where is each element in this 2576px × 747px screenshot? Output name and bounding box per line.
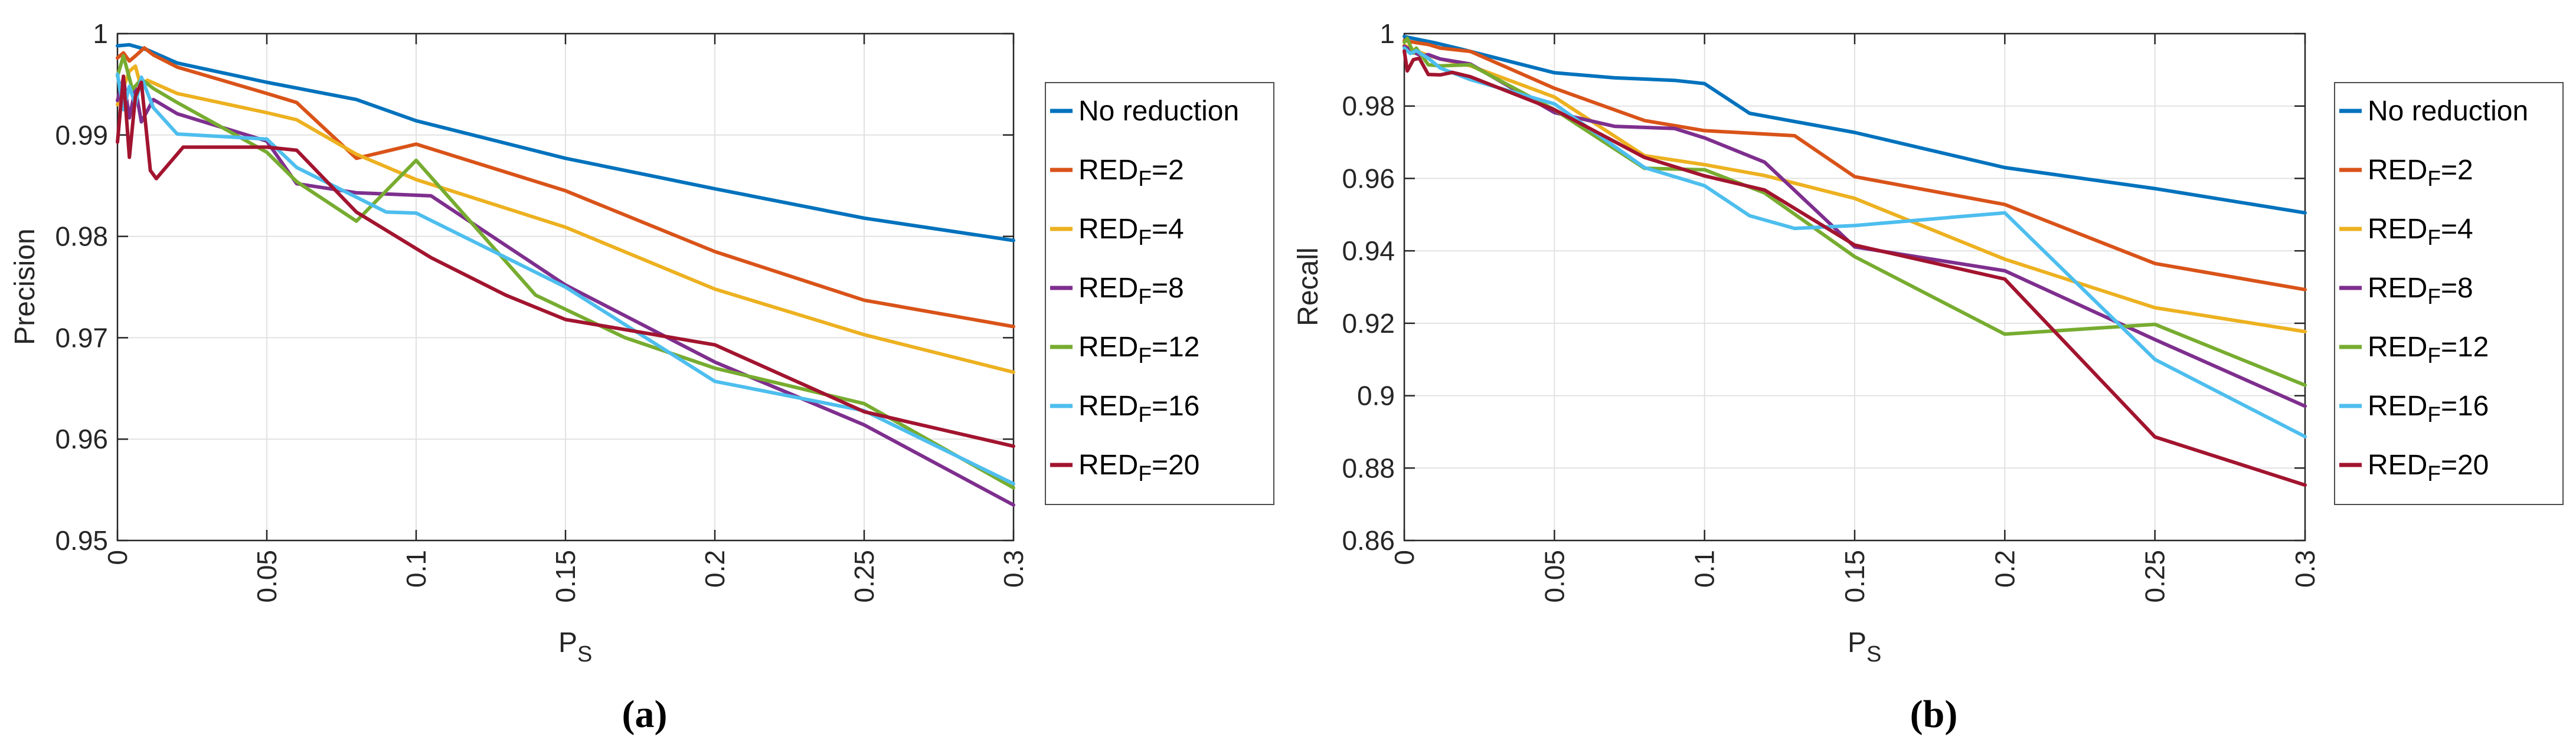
x-tick-label: 0.2 bbox=[1989, 550, 2020, 588]
x-tick-label: 0 bbox=[1389, 550, 1420, 565]
series-line-red-f-12 bbox=[116, 54, 1015, 490]
precision-plot-area: 0.95 0.96 0.97 0.98 0.99 1 0 0.05 0.1 0.15 0.2 0.25… bbox=[55, 18, 1274, 603]
legend-label: REDF=20 bbox=[1078, 450, 1199, 486]
y-axis-label: Recall bbox=[1293, 247, 1324, 326]
x-axis-label: PS bbox=[1848, 627, 1881, 667]
series-line-no-reduction bbox=[1403, 34, 2307, 215]
legend-box bbox=[2334, 82, 2564, 505]
y-tick-label: 0.95 bbox=[55, 525, 108, 556]
y-tick-label: 0.86 bbox=[1342, 525, 1395, 556]
x-tick-label: 0.1 bbox=[401, 550, 431, 588]
series-line-red-f-4 bbox=[116, 64, 1015, 374]
x-tick-label: 0.15 bbox=[550, 550, 581, 603]
series-line-red-f-16 bbox=[116, 72, 1015, 486]
legend-label: REDF=2 bbox=[2368, 155, 2473, 191]
y-tick-label: 0.92 bbox=[1342, 308, 1395, 339]
legend-label: REDF=8 bbox=[2368, 273, 2473, 309]
y-tick-label: 1 bbox=[93, 18, 108, 49]
x-tick-label: 0.05 bbox=[251, 550, 282, 603]
y-tick-label: 0.88 bbox=[1342, 453, 1395, 483]
series-line-red-f-2 bbox=[116, 46, 1015, 329]
legend-label: REDF=4 bbox=[2368, 214, 2473, 250]
series-line-red-f-20 bbox=[1403, 49, 2307, 487]
precision-chart: 0.95 0.96 0.97 0.98 0.99 1 0 0.05 0.1 0.15 0.2 0.25… bbox=[9, 18, 1274, 736]
x-tick-label: 0.2 bbox=[699, 550, 730, 588]
legend-label: REDF=20 bbox=[2368, 450, 2489, 486]
x-tick-label: 0 bbox=[102, 550, 133, 565]
y-axis-label: Precision bbox=[9, 228, 41, 345]
legend-label: REDF=16 bbox=[1078, 391, 1199, 427]
legend-label: REDF=12 bbox=[1078, 332, 1199, 368]
series-line-red-f-20 bbox=[116, 74, 1015, 448]
legend-label: No reduction bbox=[1078, 96, 1239, 127]
x-tick-label: 0.15 bbox=[1839, 550, 1870, 603]
legend-label: REDF=2 bbox=[1078, 155, 1184, 191]
x-axis-label: PS bbox=[558, 627, 592, 667]
y-tick-label: 0.98 bbox=[1342, 91, 1395, 122]
x-tick-label: 0.05 bbox=[1539, 550, 1570, 603]
series-line-red-f-16 bbox=[1403, 46, 2307, 438]
y-tick-label: 0.96 bbox=[55, 424, 108, 454]
x-tick-label: 0.3 bbox=[998, 550, 1029, 588]
x-tick-label: 0.1 bbox=[1689, 550, 1720, 588]
caption-b: (b) bbox=[1910, 693, 1958, 736]
y-tick-label: 0.9 bbox=[1357, 381, 1395, 411]
y-tick-label: 0.97 bbox=[55, 322, 108, 353]
legend-label: REDF=16 bbox=[2368, 391, 2489, 427]
y-tick-label: 0.96 bbox=[1342, 163, 1395, 194]
recall-chart: 0.86 0.88 0.9 0.92 0.94 0.96 0.98 1 0 0.05 0.1 0.15… bbox=[1293, 18, 2564, 736]
x-tick-label: 0.25 bbox=[2140, 550, 2170, 603]
legend-label: REDF=12 bbox=[2368, 332, 2489, 368]
x-tick-label: 0.3 bbox=[2290, 550, 2320, 588]
recall-plot-area: 0.86 0.88 0.9 0.92 0.94 0.96 0.98 1 0 0.05 0.1 0.15… bbox=[1342, 18, 2564, 603]
caption-a: (a) bbox=[622, 693, 668, 736]
legend-label: REDF=4 bbox=[1078, 214, 1184, 250]
y-tick-label: 1 bbox=[1379, 18, 1395, 49]
x-tick-label: 0.25 bbox=[849, 550, 880, 603]
y-tick-label: 0.99 bbox=[55, 120, 108, 150]
legend-label: REDF=8 bbox=[1078, 273, 1184, 309]
legend-label: No reduction bbox=[2368, 96, 2528, 127]
legend-box bbox=[1045, 82, 1274, 505]
series-line-red-f-2 bbox=[1403, 38, 2307, 291]
y-tick-label: 0.94 bbox=[1342, 235, 1395, 266]
y-tick-label: 0.98 bbox=[55, 221, 108, 252]
